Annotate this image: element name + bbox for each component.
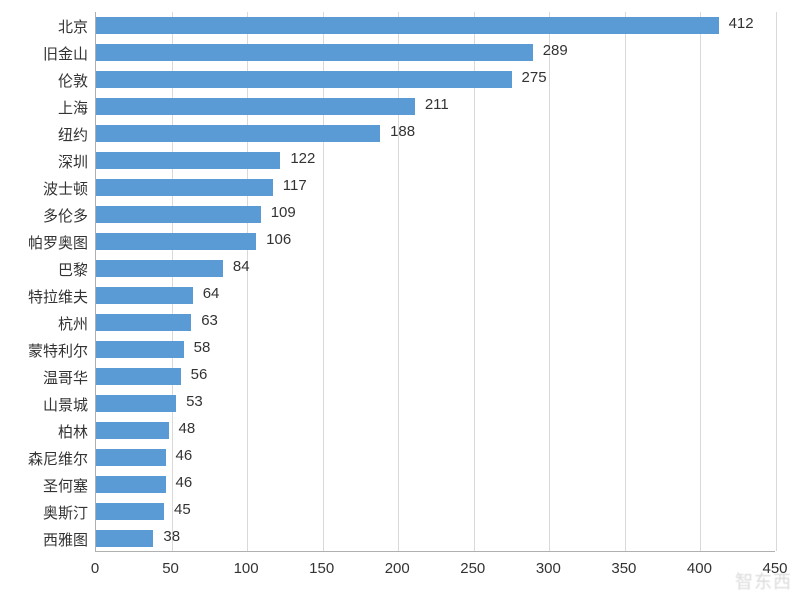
x-tick-label: 400 [687, 560, 712, 577]
gridline [776, 12, 777, 551]
bar-row: 275 [96, 66, 775, 93]
category-label: 特拉维夫 [0, 286, 88, 307]
x-tick-label: 350 [611, 560, 636, 577]
bar [96, 476, 166, 493]
bar [96, 152, 280, 169]
bar-value-label: 109 [271, 204, 296, 221]
category-label: 伦敦 [0, 70, 88, 91]
bar-row: 289 [96, 39, 775, 66]
bar [96, 125, 380, 142]
bar [96, 179, 273, 196]
bar-value-label: 63 [201, 312, 218, 329]
bar-row: 117 [96, 174, 775, 201]
bar-row: 106 [96, 228, 775, 255]
x-tick-label: 450 [762, 560, 787, 577]
bar [96, 260, 223, 277]
bar-value-label: 117 [283, 177, 307, 194]
category-label: 奥斯汀 [0, 502, 88, 523]
bar [96, 233, 256, 250]
category-label: 波士顿 [0, 178, 88, 199]
bar-row: 45 [96, 498, 775, 525]
x-tick-label: 200 [385, 560, 410, 577]
category-label: 杭州 [0, 313, 88, 334]
category-label: 多伦多 [0, 205, 88, 226]
bar [96, 44, 533, 61]
bar [96, 98, 415, 115]
bar-row: 109 [96, 201, 775, 228]
bar-row: 56 [96, 363, 775, 390]
bar-value-label: 106 [266, 231, 291, 248]
bar-row: 46 [96, 471, 775, 498]
category-label: 蒙特利尔 [0, 340, 88, 361]
bar [96, 206, 261, 223]
x-tick-label: 300 [536, 560, 561, 577]
bar [96, 71, 512, 88]
category-label: 西雅图 [0, 529, 88, 550]
bar-value-label: 46 [176, 474, 193, 491]
x-tick-label: 0 [91, 560, 99, 577]
x-tick-label: 250 [460, 560, 485, 577]
category-label: 帕罗奥图 [0, 232, 88, 253]
bar-value-label: 289 [543, 42, 568, 59]
category-label: 旧金山 [0, 43, 88, 64]
bar-value-label: 275 [522, 69, 547, 86]
x-tick-label: 100 [234, 560, 259, 577]
category-label: 圣何塞 [0, 475, 88, 496]
category-label: 北京 [0, 16, 88, 37]
bar [96, 530, 153, 547]
bar-row: 48 [96, 417, 775, 444]
bar-row: 63 [96, 309, 775, 336]
bar-row: 412 [96, 12, 775, 39]
category-label: 山景城 [0, 394, 88, 415]
bar-row: 122 [96, 147, 775, 174]
x-tick-label: 150 [309, 560, 334, 577]
bar [96, 314, 191, 331]
bar [96, 368, 181, 385]
bar-value-label: 56 [191, 366, 208, 383]
category-label: 纽约 [0, 124, 88, 145]
bar-row: 64 [96, 282, 775, 309]
category-label: 深圳 [0, 151, 88, 172]
bar-value-label: 64 [203, 285, 220, 302]
category-label: 巴黎 [0, 259, 88, 280]
bar [96, 287, 193, 304]
category-label: 柏林 [0, 421, 88, 442]
bar-row: 38 [96, 525, 775, 552]
category-label: 上海 [0, 97, 88, 118]
bar-value-label: 188 [390, 123, 415, 140]
bar-value-label: 58 [194, 339, 211, 356]
bar-value-label: 53 [186, 393, 203, 410]
x-tick-label: 50 [162, 560, 179, 577]
category-label: 森尼维尔 [0, 448, 88, 469]
bar-value-label: 48 [179, 420, 196, 437]
bar [96, 341, 184, 358]
bar-row: 53 [96, 390, 775, 417]
plot-area: 412 289 275 211 188 122 117 109 106 84 64 63 58 56 53 4… [95, 12, 775, 552]
bar-value-label: 45 [174, 501, 191, 518]
bar-row: 211 [96, 93, 775, 120]
bar-value-label: 38 [163, 528, 180, 545]
category-label: 温哥华 [0, 367, 88, 388]
bar-row: 188 [96, 120, 775, 147]
bar [96, 503, 164, 520]
bar [96, 395, 176, 412]
bar-value-label: 211 [425, 96, 449, 113]
bar-row: 84 [96, 255, 775, 282]
bar [96, 422, 169, 439]
bar-value-label: 412 [729, 15, 754, 32]
bar [96, 449, 166, 466]
city-count-bar-chart: 412 289 275 211 188 122 117 109 106 84 64 63 58 56 53 4… [0, 0, 800, 600]
bar-row: 58 [96, 336, 775, 363]
bar [96, 17, 719, 34]
bar-row: 46 [96, 444, 775, 471]
bar-value-label: 46 [176, 447, 193, 464]
bar-value-label: 84 [233, 258, 250, 275]
bar-value-label: 122 [290, 150, 315, 167]
